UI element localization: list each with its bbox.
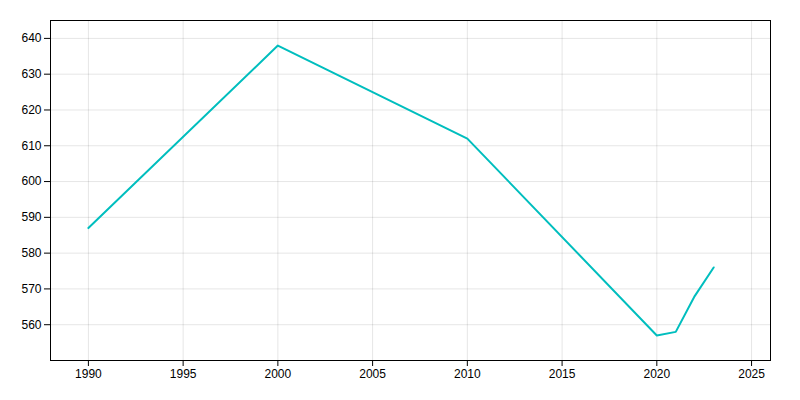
svg-text:2020: 2020 xyxy=(643,367,670,381)
svg-text:2000: 2000 xyxy=(265,367,292,381)
svg-text:620: 620 xyxy=(21,103,41,117)
svg-text:580: 580 xyxy=(21,246,41,260)
svg-text:570: 570 xyxy=(21,282,41,296)
svg-text:640: 640 xyxy=(21,31,41,45)
svg-text:600: 600 xyxy=(21,174,41,188)
svg-text:1995: 1995 xyxy=(170,367,197,381)
svg-text:2015: 2015 xyxy=(549,367,576,381)
svg-text:2005: 2005 xyxy=(359,367,386,381)
svg-text:2025: 2025 xyxy=(738,367,765,381)
svg-text:560: 560 xyxy=(21,318,41,332)
svg-text:590: 590 xyxy=(21,210,41,224)
svg-text:2010: 2010 xyxy=(454,367,481,381)
svg-text:1990: 1990 xyxy=(75,367,102,381)
svg-text:630: 630 xyxy=(21,67,41,81)
svg-text:610: 610 xyxy=(21,139,41,153)
